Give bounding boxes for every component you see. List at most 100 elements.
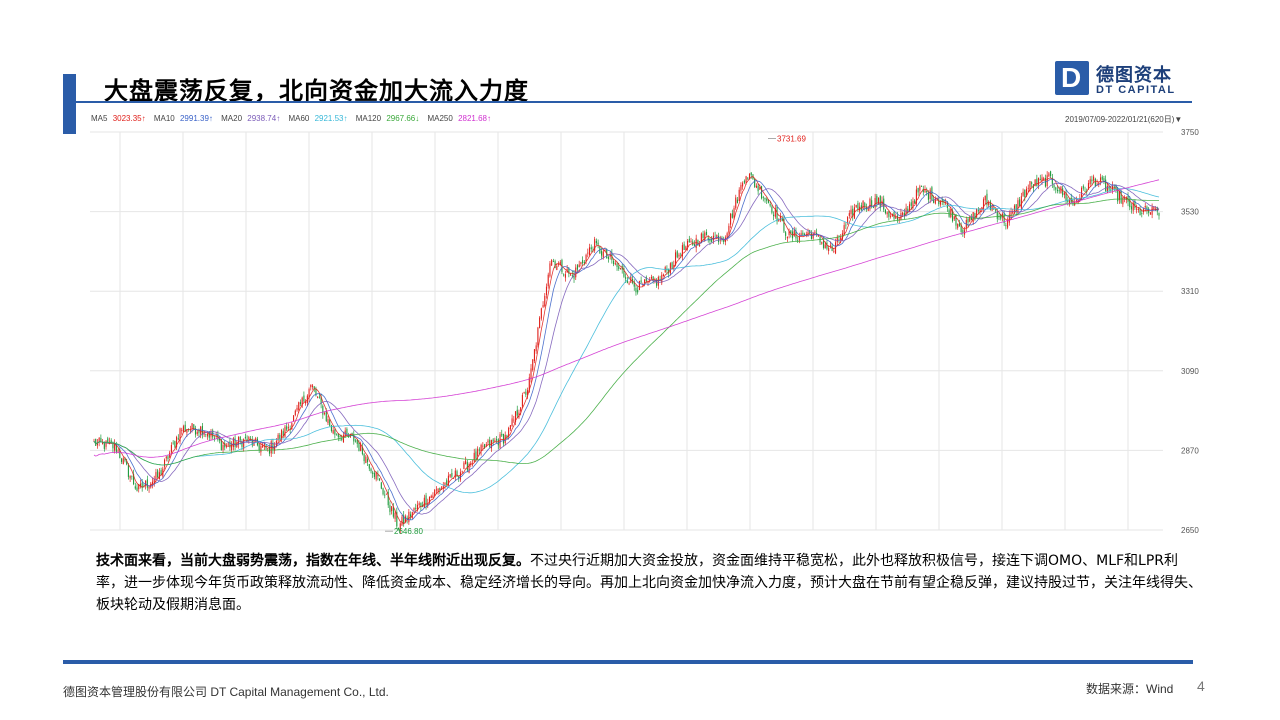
candle-body [840,237,842,241]
logo-english-name: DT CAPITAL [1096,84,1176,96]
candle-body [995,209,997,211]
candle-body [387,491,389,506]
candle-body [342,435,345,443]
candle-body [418,503,420,506]
candle-body [1053,185,1055,188]
candle-body [263,444,265,446]
high-label: 3731.69 [777,135,806,144]
candle-body [415,507,417,509]
candle-body [1020,196,1022,209]
candle-body [391,506,393,511]
candle-body [917,187,919,193]
candle-body [397,527,400,530]
candle-body [953,216,955,220]
candle-body [1111,185,1114,190]
candle-body [845,224,847,226]
candle-body [1141,213,1143,214]
candle-body [103,441,105,449]
candle-body [282,431,284,436]
candle-body [614,263,616,265]
ma-line-ma60 [93,188,1160,494]
candle-body [597,242,599,245]
candle-body [311,385,314,387]
candle-body [902,212,904,216]
candle-body [730,213,732,225]
candle-body [169,452,171,458]
candle-body [203,432,205,435]
candle-body [287,427,289,429]
candle-body [250,439,252,440]
candle-body [105,440,107,447]
candle-body [850,209,852,215]
candle-body [205,433,207,435]
candle-body [552,261,554,262]
legend-label: MA60 [288,114,310,123]
candle-body [898,218,900,221]
candle-body [867,207,869,211]
candle-body [745,176,747,183]
candle-body [878,197,880,205]
candle-body [413,507,415,511]
legend-label: MA250 [427,114,453,123]
candle-body [239,436,241,441]
candle-body [1067,200,1069,203]
candle-body [590,247,592,250]
candle-body [102,442,104,444]
candle-body [637,289,639,293]
candle-body [410,514,412,517]
candle-body [549,263,551,277]
candle-body [475,451,477,459]
candle-body [736,199,739,203]
candle-body [227,443,229,445]
candle-body [461,470,463,472]
candle-body [330,425,332,431]
candle-body [841,233,843,240]
candle-body [717,235,720,243]
candle-body [1087,183,1090,190]
candle-body [332,430,334,434]
page-title: 大盘震荡反复，北向资金加大流入力度 [104,77,529,105]
legend-label: MA10 [153,114,175,123]
legend-item-ma250: MA250 2821.68↑ [427,114,494,123]
candle-body [623,268,625,277]
candle-body [821,242,823,244]
candle-body [241,441,243,447]
candle-body [303,395,305,402]
candle-body [793,230,795,237]
candle-body [982,199,985,210]
date-range-selector[interactable]: 2019/07/09-2022/01/21(620日)▼ [1065,115,1183,124]
candle-body [126,460,128,465]
candle-body [514,411,517,422]
candle-body [609,254,611,257]
candle-body [676,251,678,258]
candle-body [377,474,379,477]
candle-body [800,233,802,235]
candle-body [884,209,886,214]
candle-body [1094,178,1096,187]
candle-body [262,445,264,448]
candle-body [363,453,365,462]
candle-body [1039,179,1041,181]
candle-body [709,239,711,242]
candle-body [396,511,398,527]
candle-body [392,507,394,517]
candle-body [232,438,234,448]
candle-body [485,444,487,446]
candle-body [1132,202,1134,211]
candle-body [700,233,702,244]
candle-body [910,202,912,206]
candle-body [244,437,246,438]
candle-body [293,415,295,421]
candle-body [170,445,172,453]
candle-body [533,349,536,361]
candle-body [129,475,131,479]
candle-body [502,433,505,444]
candle-body [1134,200,1136,208]
candle-body [764,197,766,200]
candle-body [585,254,587,262]
candle-body [570,273,572,275]
candle-body [872,207,874,208]
candle-body [1055,187,1057,190]
candle-body [742,183,744,187]
candle-body [693,244,696,246]
